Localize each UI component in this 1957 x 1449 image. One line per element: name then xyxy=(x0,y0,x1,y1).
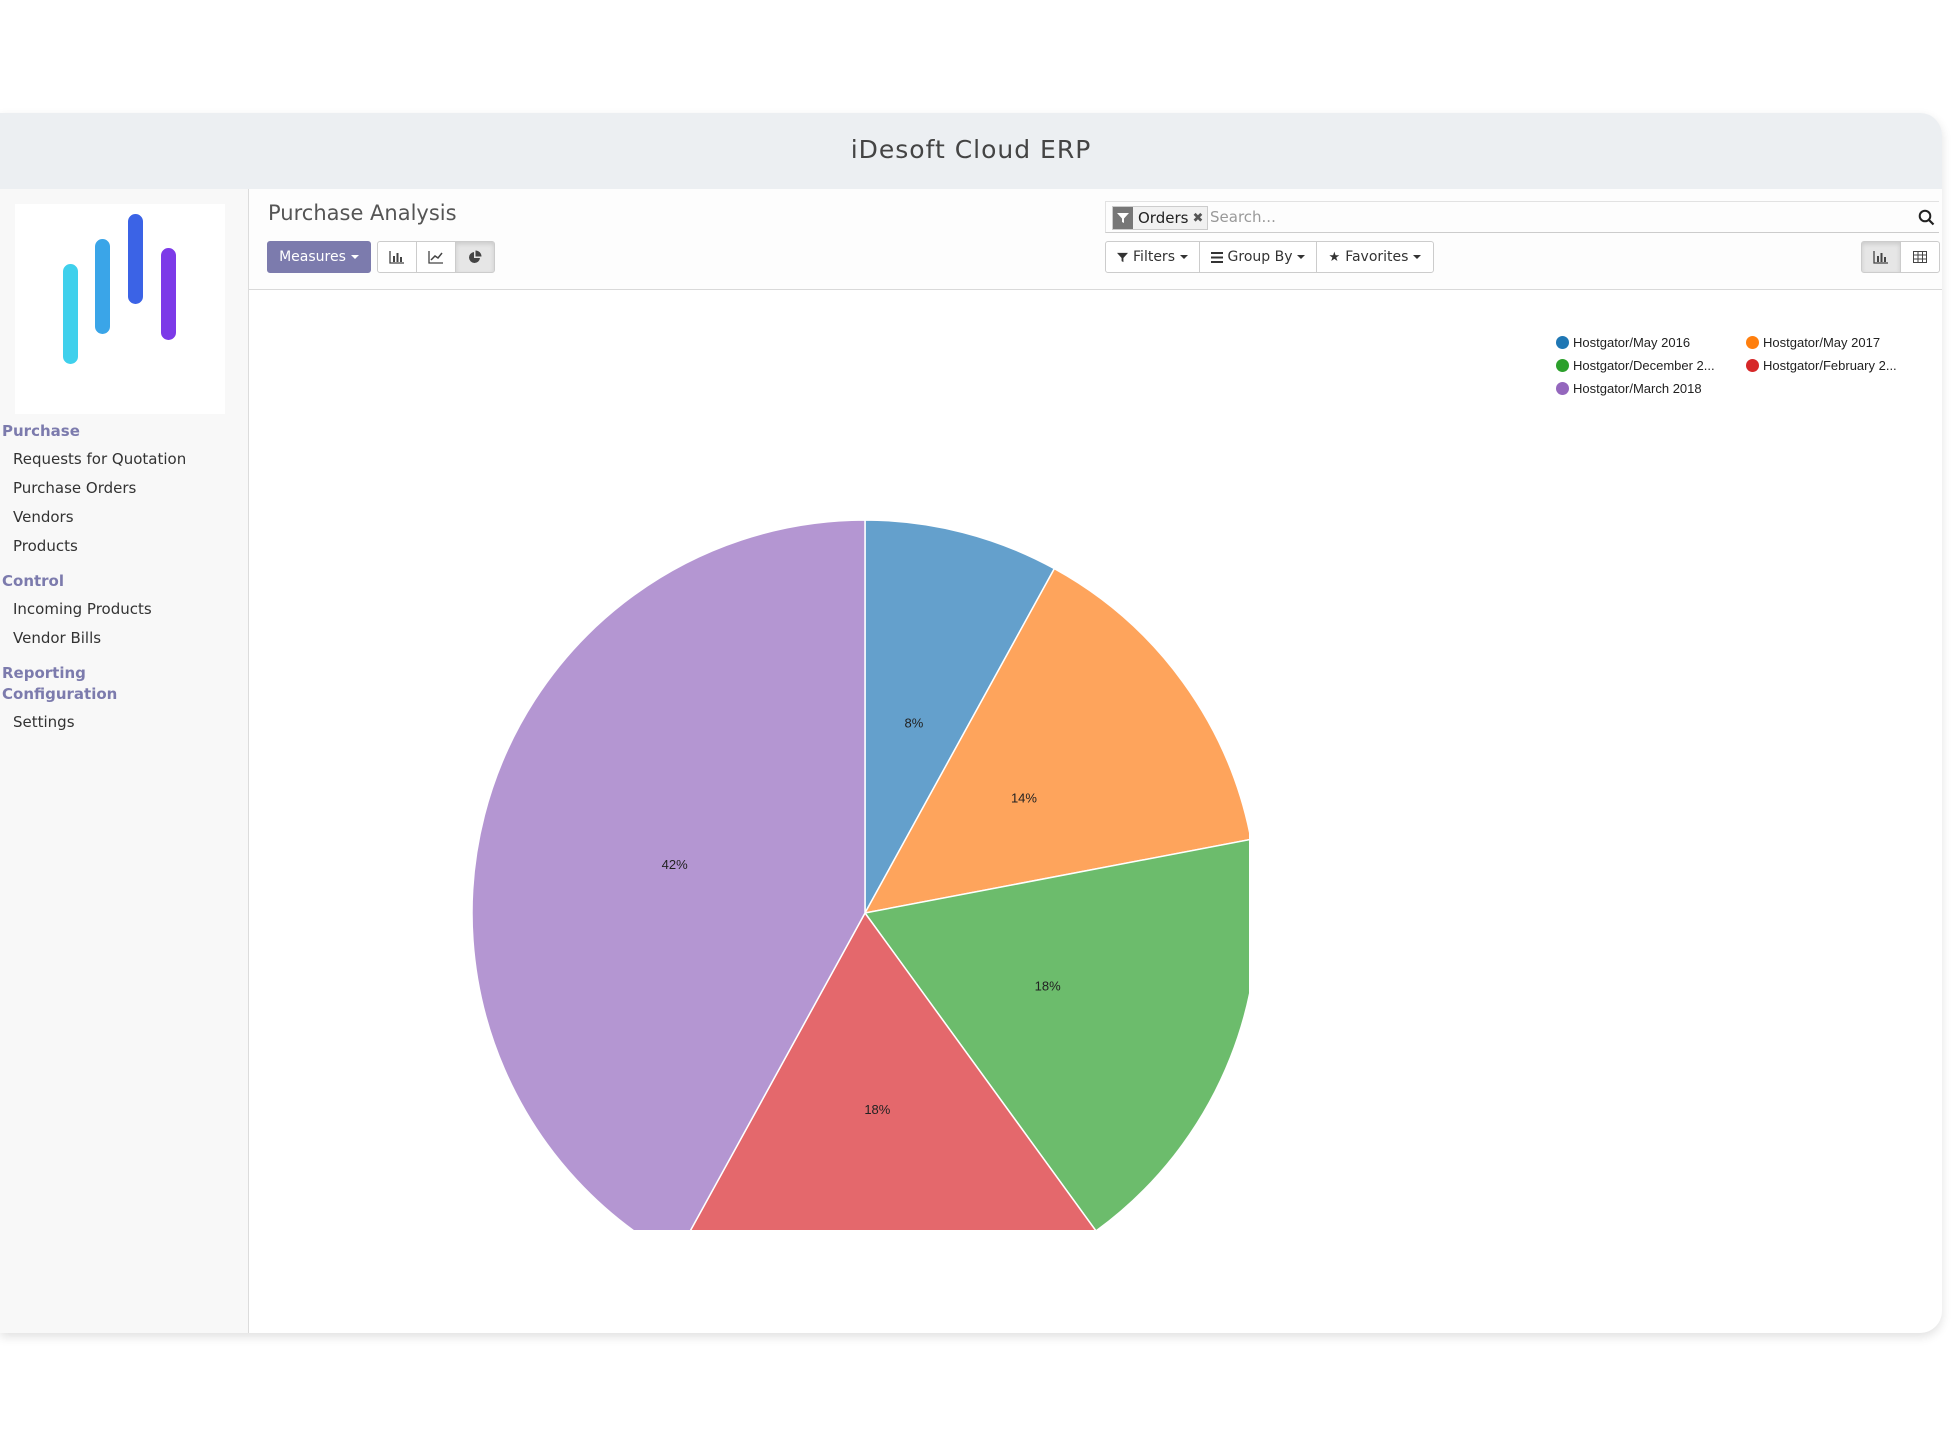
measures-button[interactable]: Measures xyxy=(267,241,371,273)
sidebar: Purchase Requests for Quotation Purchase… xyxy=(0,189,249,1333)
filter-icon xyxy=(1117,252,1129,262)
pie-slice-5[interactable] xyxy=(471,519,866,1230)
legend-item-2[interactable]: Hostgator/May 2017 xyxy=(1746,335,1880,350)
menu-section-reporting[interactable]: Reporting xyxy=(2,664,86,682)
legend-label: Hostgator/March 2018 xyxy=(1573,381,1702,396)
pie-chart-button[interactable] xyxy=(455,241,495,273)
legend-dot-icon xyxy=(1556,382,1569,395)
bar-chart-icon xyxy=(389,251,404,264)
favorites-button[interactable]: ★ Favorites xyxy=(1316,241,1434,273)
legend-item-3[interactable]: Hostgator/December 2... xyxy=(1556,358,1715,373)
pie-slice-4[interactable] xyxy=(676,911,1097,1230)
group-by-label: Group By xyxy=(1227,249,1293,265)
facet-label: Orders xyxy=(1138,209,1189,227)
search-bar: Orders ✖ xyxy=(1105,201,1939,233)
slice-label-1: 8% xyxy=(904,716,923,731)
slice-label-2: 14% xyxy=(1011,791,1037,806)
legend-item-4[interactable]: Hostgator/February 2... xyxy=(1746,358,1897,373)
graph-view-icon xyxy=(1873,251,1888,264)
slice-label-5: 42% xyxy=(662,857,688,872)
logo-bar-2 xyxy=(95,239,110,334)
window-title: iDesoft Cloud ERP xyxy=(850,135,1092,164)
star-icon: ★ xyxy=(1328,249,1341,265)
menu-section-configuration[interactable]: Configuration xyxy=(2,685,118,703)
legend-label: Hostgator/May 2016 xyxy=(1573,335,1691,350)
menu-item-settings[interactable]: Settings xyxy=(13,713,75,731)
logo-bar-4 xyxy=(161,248,176,340)
app-window: iDesoft Cloud ERP Purchase Requests for … xyxy=(0,113,1942,1333)
menu-section-control[interactable]: Control xyxy=(2,572,65,590)
measures-label: Measures xyxy=(279,249,346,265)
caret-down-icon xyxy=(1297,255,1306,259)
control-panel: Purchase Analysis Measures xyxy=(249,189,1942,290)
filter-icon xyxy=(1113,207,1133,229)
menu-item-requests-for-quotation[interactable]: Requests for Quotation xyxy=(13,450,187,468)
logo-bar-1 xyxy=(63,264,78,364)
legend-dot-icon xyxy=(1556,336,1569,349)
line-chart-button[interactable] xyxy=(416,241,456,273)
menu-item-purchase-orders[interactable]: Purchase Orders xyxy=(13,479,137,497)
pie-slice-2[interactable] xyxy=(863,567,1249,915)
filters-button[interactable]: Filters xyxy=(1105,241,1200,273)
facet-remove-icon[interactable]: ✖ xyxy=(1192,210,1204,226)
caret-down-icon xyxy=(350,255,359,259)
pivot-view-icon xyxy=(1913,251,1927,263)
favorites-label: Favorites xyxy=(1345,249,1409,265)
legend-dot-icon xyxy=(1746,359,1759,372)
legend-item-5[interactable]: Hostgator/March 2018 xyxy=(1556,381,1702,396)
search-icon[interactable] xyxy=(1918,209,1935,226)
caret-down-icon xyxy=(1413,255,1422,259)
slice-label-3: 18% xyxy=(1035,978,1061,993)
chart-area: 8% 14% 18% 18% 42% Hostgator/May 2016 Hostga… xyxy=(249,290,1942,1333)
search-facet-orders[interactable]: Orders ✖ xyxy=(1112,206,1209,230)
pie-chart: 8% 14% 18% 18% 42% xyxy=(471,519,1249,1230)
pivot-view-button[interactable] xyxy=(1900,241,1940,273)
filters-label: Filters xyxy=(1133,249,1175,265)
menu-item-vendor-bills[interactable]: Vendor Bills xyxy=(13,629,102,647)
logo-bar-3 xyxy=(128,214,143,304)
legend-label: Hostgator/February 2... xyxy=(1763,358,1897,373)
group-by-button[interactable]: Group By xyxy=(1199,241,1317,273)
pie-slice-3[interactable] xyxy=(863,838,1249,1230)
menu-item-products[interactable]: Products xyxy=(13,537,78,555)
menu-item-incoming-products[interactable]: Incoming Products xyxy=(13,600,152,618)
legend-item-1[interactable]: Hostgator/May 2016 xyxy=(1556,335,1690,350)
caret-down-icon xyxy=(1179,255,1188,259)
bar-chart-button[interactable] xyxy=(377,241,417,273)
menu-item-vendors[interactable]: Vendors xyxy=(13,508,74,526)
line-chart-icon xyxy=(428,251,443,264)
pie-slice-1[interactable] xyxy=(864,519,1056,914)
bars-icon xyxy=(1210,251,1223,263)
pie-chart-icon xyxy=(469,250,482,263)
menu-section-purchase[interactable]: Purchase xyxy=(2,422,80,440)
search-input[interactable] xyxy=(1210,206,1890,228)
app-logo xyxy=(15,204,225,414)
main-content: Purchase Analysis Measures xyxy=(249,189,1942,1333)
legend-label: Hostgator/December 2... xyxy=(1573,358,1715,373)
graph-view-button[interactable] xyxy=(1861,241,1901,273)
page-title: Purchase Analysis xyxy=(268,201,457,225)
slice-label-4: 18% xyxy=(864,1102,890,1117)
legend-label: Hostgator/May 2017 xyxy=(1763,335,1881,350)
legend-dot-icon xyxy=(1556,359,1569,372)
legend-dot-icon xyxy=(1746,336,1759,349)
title-bar: iDesoft Cloud ERP xyxy=(0,113,1942,189)
